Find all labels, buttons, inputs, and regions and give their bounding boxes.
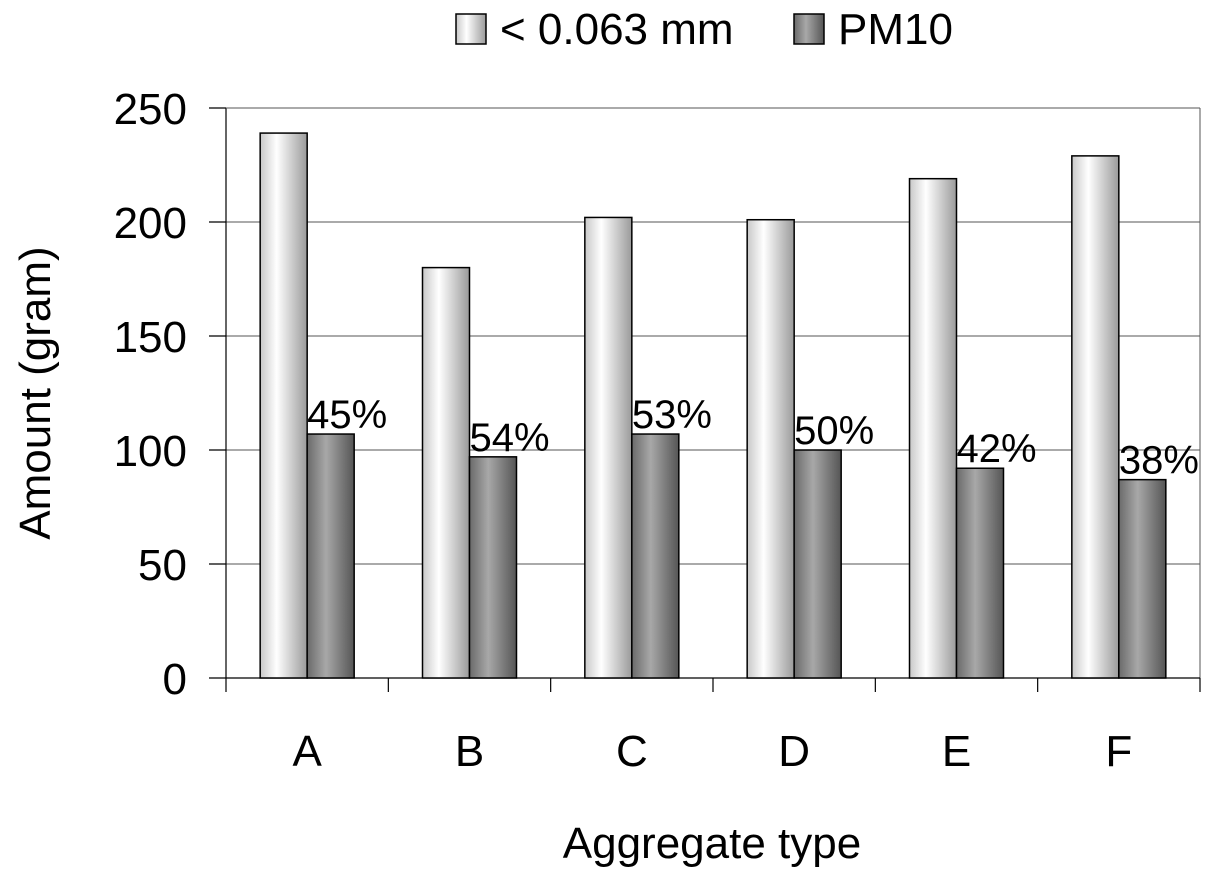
legend-label: < 0.063 mm bbox=[500, 5, 734, 54]
x-axis-title: Aggregate type bbox=[563, 819, 861, 868]
pm10-share-label: 54% bbox=[470, 416, 550, 460]
bar-fine-a bbox=[259, 132, 308, 679]
y-tick-label: 0 bbox=[163, 655, 187, 704]
bar-pm10-d bbox=[793, 449, 842, 679]
y-tick-label: 100 bbox=[114, 427, 187, 476]
bar-fine-e bbox=[908, 177, 958, 679]
bar-pm10-b bbox=[468, 456, 518, 679]
y-axis-title: Amount (gram) bbox=[11, 246, 60, 539]
x-tick-label: C bbox=[616, 727, 648, 776]
pm10-share-label: 45% bbox=[307, 393, 387, 437]
y-axis-ticks: 0 50 100 150 200 250 bbox=[114, 85, 226, 704]
bar-pm10-a bbox=[306, 433, 355, 679]
legend-label: PM10 bbox=[838, 5, 953, 54]
x-axis-ticks: A B C D E F bbox=[225, 678, 1201, 776]
pm10-share-label: 42% bbox=[957, 427, 1037, 471]
pm10-share-label: 38% bbox=[1119, 439, 1199, 483]
bars bbox=[259, 132, 1167, 679]
x-tick-label: B bbox=[455, 727, 484, 776]
bar-fine-b bbox=[421, 266, 471, 679]
bar-pm10-f bbox=[1118, 478, 1167, 679]
x-tick-label: E bbox=[942, 727, 971, 776]
legend-swatch bbox=[793, 13, 825, 45]
y-tick-label: 50 bbox=[138, 541, 187, 590]
annotations: 45% 54% 53% 50% 42% 38% bbox=[307, 393, 1199, 483]
bar-fine-d bbox=[746, 218, 795, 679]
y-tick-label: 150 bbox=[114, 313, 187, 362]
x-tick-label: D bbox=[778, 727, 810, 776]
y-tick-label: 200 bbox=[114, 199, 187, 248]
pm10-share-label: 50% bbox=[794, 409, 874, 453]
y-tick-label: 250 bbox=[114, 85, 187, 134]
bar-pm10-c bbox=[631, 433, 680, 679]
x-tick-label: A bbox=[292, 727, 322, 776]
legend-swatch bbox=[455, 13, 487, 45]
x-tick-label: F bbox=[1105, 727, 1132, 776]
bar-pm10-e bbox=[955, 467, 1005, 679]
legend: < 0.063 mm PM10 bbox=[455, 5, 953, 54]
bar-fine-f bbox=[1071, 155, 1120, 679]
bar-fine-c bbox=[584, 216, 633, 679]
pm10-share-label: 53% bbox=[632, 393, 712, 437]
